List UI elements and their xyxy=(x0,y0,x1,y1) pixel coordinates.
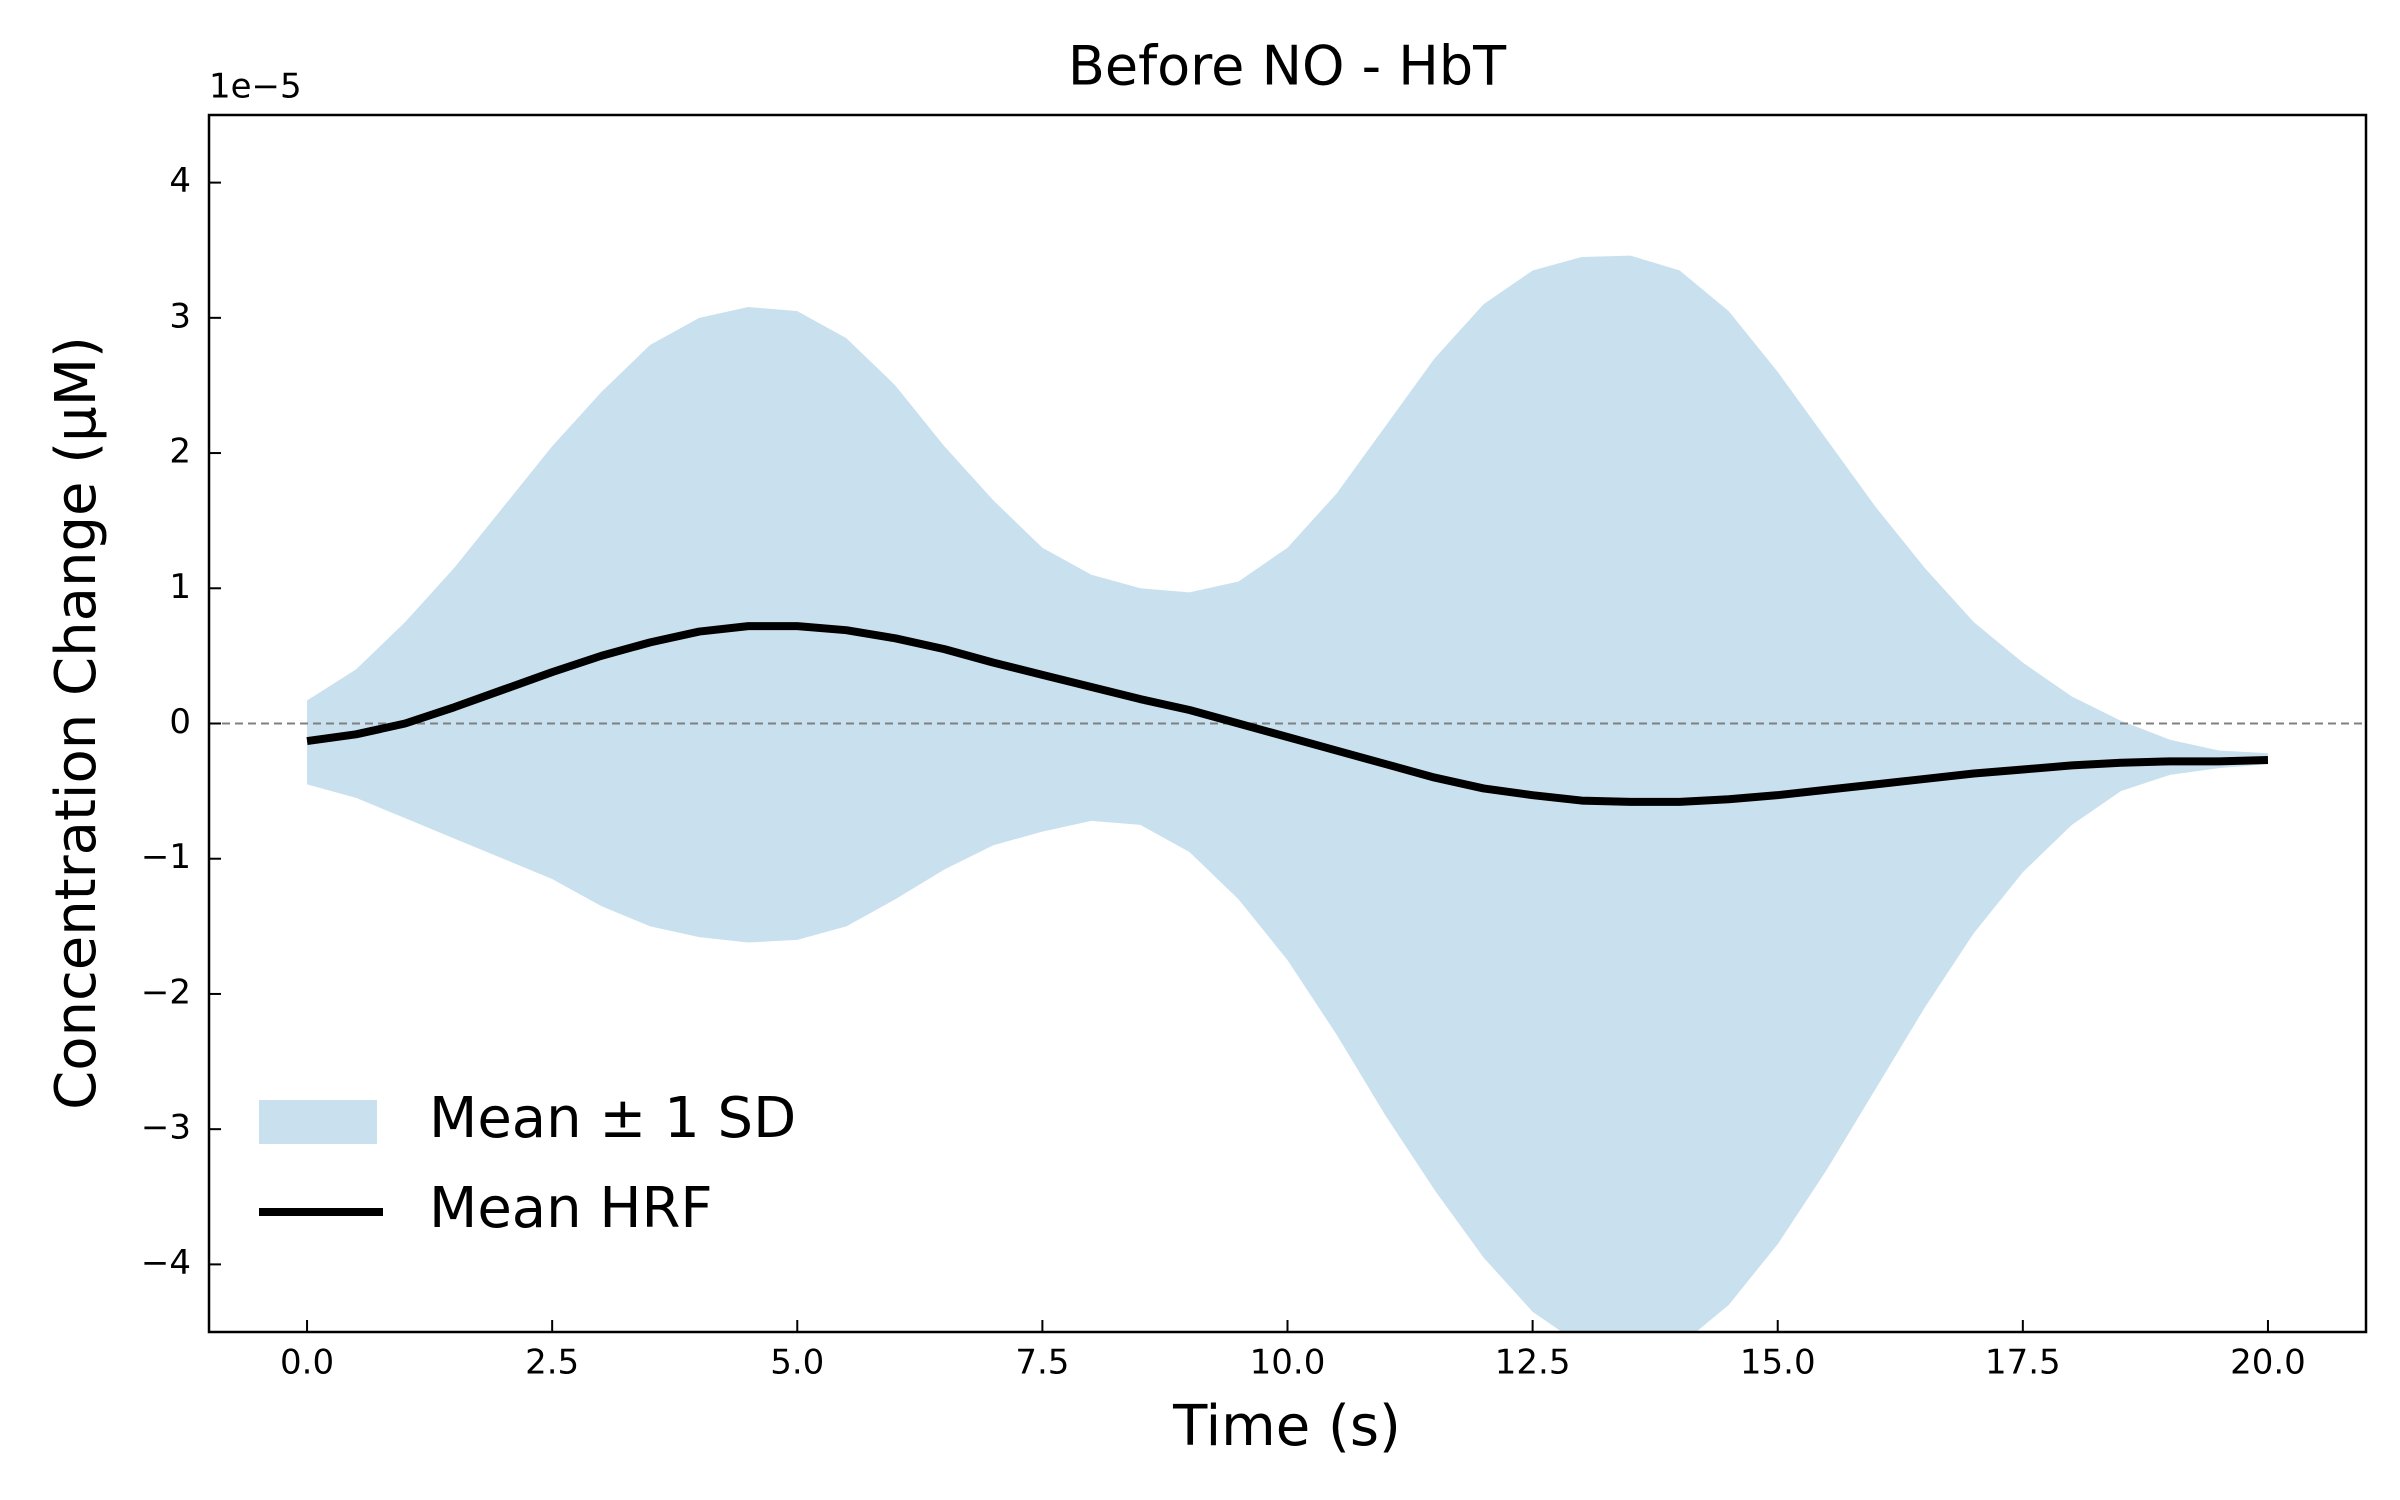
axes: 0.0 2.5 5.0 7.5 10.0 12.5 15.0 17.5 20.0 −4 −3 −2 −1… xyxy=(141,113,2368,1383)
y-offset-text: 1e−5 xyxy=(209,67,302,107)
y-tick-label: 0 xyxy=(169,702,191,742)
y-tick-label: 4 xyxy=(169,161,191,201)
mean-line xyxy=(306,622,2269,806)
y-tick-label: −4 xyxy=(141,1243,191,1283)
x-tick-label: 5.0 xyxy=(770,1343,824,1383)
plot-area xyxy=(209,255,2366,1332)
x-tick-label: 2.5 xyxy=(525,1343,579,1383)
y-axis-label: Concentration Change (μM) xyxy=(44,336,109,1110)
y-tick-label: 2 xyxy=(169,432,191,472)
x-axis-label: Time (s) xyxy=(1172,1394,1401,1459)
chart-title: Before NO - HbT xyxy=(1068,35,1507,98)
legend-label: Mean HRF xyxy=(429,1176,713,1241)
x-tick-label: 15.0 xyxy=(1740,1343,1816,1383)
y-tick-label: −3 xyxy=(141,1108,191,1148)
legend-swatch xyxy=(259,1100,377,1144)
x-tick-label: 20.0 xyxy=(2230,1343,2306,1383)
y-tick-label: −1 xyxy=(141,837,191,877)
sd-band xyxy=(307,255,2268,1332)
x-tick-label: 7.5 xyxy=(1015,1343,1069,1383)
x-tick-label: 17.5 xyxy=(1985,1343,2061,1383)
legend-label: Mean ± 1 SD xyxy=(429,1086,796,1151)
x-tick-label: 10.0 xyxy=(1250,1343,1326,1383)
x-tick-label: 12.5 xyxy=(1495,1343,1571,1383)
x-tick-label: 0.0 xyxy=(280,1343,334,1383)
y-tick-label: −2 xyxy=(141,972,191,1012)
y-tick-label: 1 xyxy=(169,567,191,607)
y-tick-label: 3 xyxy=(169,296,191,336)
